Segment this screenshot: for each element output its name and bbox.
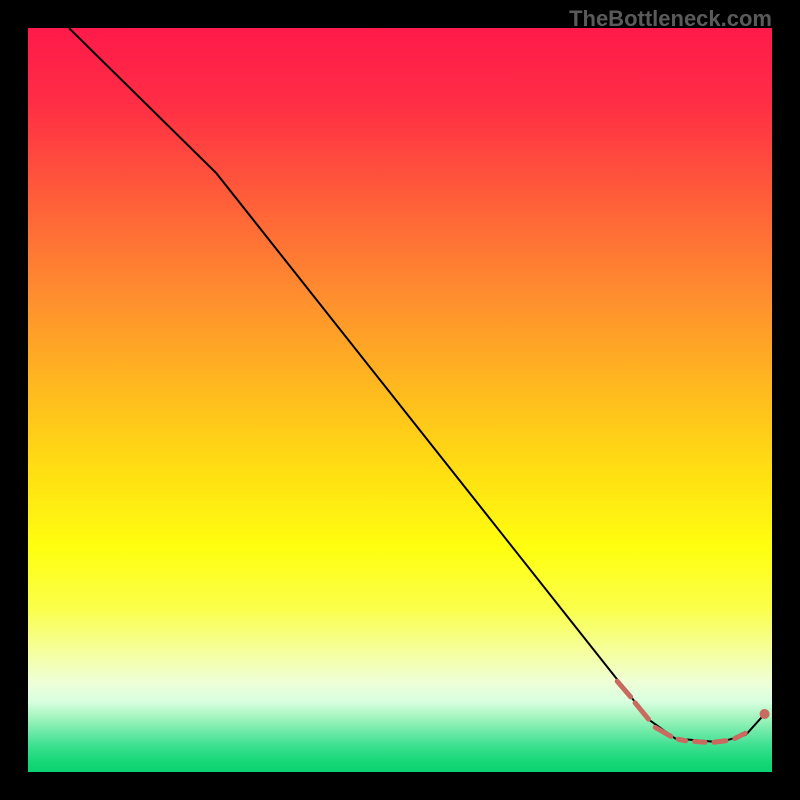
gradient-background [28, 28, 772, 772]
chart-area [28, 28, 772, 772]
